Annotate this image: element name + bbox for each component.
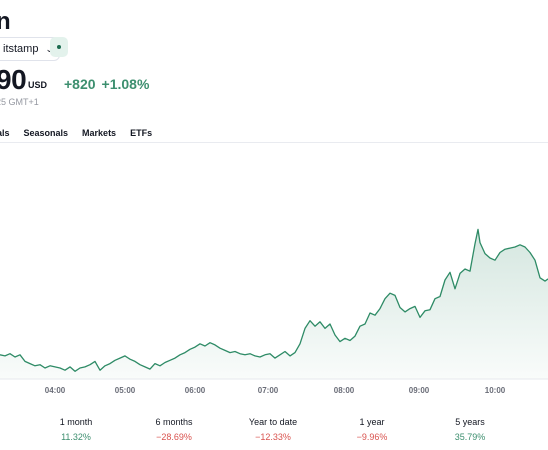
- perf-year-to-date[interactable]: Year to date −12.33%: [228, 417, 318, 442]
- tab-technicals[interactable]: als: [0, 128, 10, 138]
- market-status-button[interactable]: [50, 37, 68, 57]
- x-tick-label: 05:00: [115, 386, 136, 395]
- perf-value: −9.96%: [356, 432, 388, 442]
- price-chart[interactable]: 04:00 05:00 06:00 07:00 08:00 09:00 10:00: [0, 143, 548, 403]
- perf-value: 35.79%: [454, 432, 486, 442]
- perf-5-years[interactable]: 5 years 35.79%: [425, 417, 515, 442]
- price-value: 90: [0, 64, 27, 95]
- tab-etfs[interactable]: ETFs: [130, 128, 153, 138]
- performance-strip: 1 month 11.32% 6 months −28.69% Year to …: [0, 417, 548, 447]
- perf-1-year[interactable]: 1 year −9.96%: [327, 417, 417, 442]
- page-title: n: [0, 8, 11, 35]
- perf-label: 5 years: [455, 417, 485, 427]
- perf-label: Year to date: [248, 417, 298, 427]
- tab-markets[interactable]: Markets: [82, 128, 117, 138]
- exchange-label: itstamp: [3, 43, 39, 55]
- perf-label: 1 year: [359, 417, 385, 427]
- perf-label: 1 month: [59, 417, 93, 427]
- x-tick-label: 10:00: [485, 386, 506, 395]
- change-percent: +1.08%: [101, 76, 150, 92]
- price-change: +820 +1.08%: [64, 76, 155, 92]
- chevron-down-icon: ⌄: [45, 44, 53, 55]
- perf-6-months[interactable]: 6 months −28.69%: [129, 417, 219, 442]
- timestamp: 25 GMT+1: [0, 97, 39, 107]
- tab-divider: [0, 142, 548, 143]
- x-tick-label: 06:00: [185, 386, 206, 395]
- x-tick-label: 08:00: [334, 386, 355, 395]
- perf-value: 11.32%: [61, 432, 91, 442]
- x-tick-label: 07:00: [258, 386, 279, 395]
- x-tick-label: 09:00: [409, 386, 430, 395]
- perf-value: −12.33%: [255, 432, 291, 442]
- x-tick-label: 04:00: [45, 386, 66, 395]
- change-absolute: +820: [64, 76, 96, 92]
- perf-value: −28.69%: [156, 432, 192, 442]
- perf-1-month[interactable]: 1 month 11.32%: [31, 417, 121, 442]
- status-dot-icon: [57, 45, 61, 49]
- price-area-fill: [0, 229, 548, 379]
- x-axis: 04:00 05:00 06:00 07:00 08:00 09:00 10:00: [45, 386, 506, 395]
- tab-bar: als Seasonals Markets ETFs: [0, 128, 166, 138]
- perf-label: 6 months: [155, 417, 193, 427]
- tab-seasonals[interactable]: Seasonals: [23, 128, 69, 138]
- price-line: [0, 228, 548, 372]
- currency-label: USD: [28, 80, 48, 90]
